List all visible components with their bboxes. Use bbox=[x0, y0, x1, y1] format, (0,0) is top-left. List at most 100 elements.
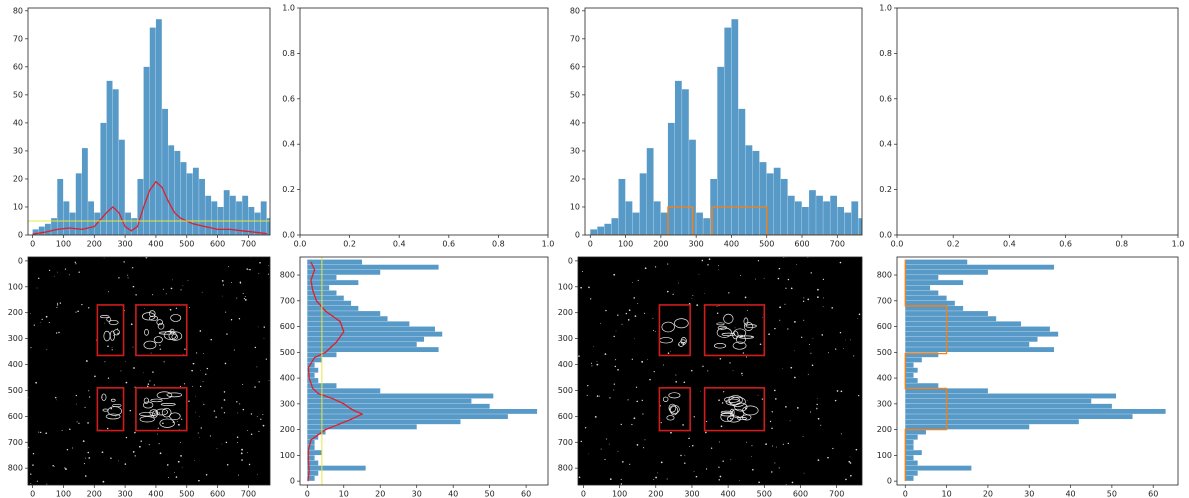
image-speck bbox=[123, 261, 125, 263]
image-speck bbox=[162, 288, 164, 290]
bar bbox=[639, 173, 647, 235]
image-speck bbox=[836, 390, 839, 392]
image-speck bbox=[620, 423, 622, 426]
y-tick-label: 50 bbox=[13, 90, 23, 99]
image-speck bbox=[641, 360, 644, 363]
bar bbox=[307, 269, 381, 275]
image-contour bbox=[738, 335, 754, 339]
image-speck bbox=[635, 386, 638, 388]
image-speck bbox=[222, 284, 225, 286]
bar bbox=[905, 398, 1092, 404]
image-speck bbox=[653, 479, 655, 480]
image-speck bbox=[242, 408, 245, 411]
bar bbox=[905, 403, 1112, 409]
image-contour bbox=[735, 334, 746, 344]
image-speck bbox=[107, 377, 110, 379]
bar bbox=[905, 347, 1055, 353]
image-speck bbox=[807, 373, 809, 375]
image-speck bbox=[54, 466, 56, 467]
subplot: 0 100 200 300 400 500 600 700 0 10 20 30 40 50 60 70 80 bbox=[13, 6, 271, 249]
image-speck bbox=[590, 298, 592, 300]
image-speck bbox=[64, 268, 67, 270]
image-speck bbox=[46, 483, 48, 485]
y-tick-label: 700 bbox=[877, 296, 892, 305]
image-speck bbox=[139, 445, 141, 448]
plot-area bbox=[590, 19, 862, 235]
image-speck bbox=[693, 471, 695, 472]
bar bbox=[660, 212, 668, 235]
image-speck bbox=[236, 436, 239, 438]
x-tick-label: 300 bbox=[117, 490, 132, 498]
image-speck bbox=[225, 441, 228, 444]
bar bbox=[44, 223, 51, 235]
image-speck bbox=[132, 451, 135, 453]
image-speck bbox=[816, 407, 818, 410]
image-speck bbox=[691, 444, 694, 447]
image-speck bbox=[242, 292, 244, 294]
bar bbox=[905, 305, 964, 311]
x-tick-label: 100 bbox=[56, 240, 71, 249]
bar bbox=[307, 311, 381, 316]
bar bbox=[625, 201, 633, 235]
image-speck bbox=[159, 348, 161, 350]
y-tick-label: 100 bbox=[8, 282, 23, 291]
x-tick-label: 0.4 bbox=[393, 240, 406, 249]
image-speck bbox=[816, 408, 818, 410]
bar bbox=[905, 419, 1079, 425]
bar bbox=[905, 424, 1030, 430]
image-speck bbox=[839, 331, 842, 334]
image-speck bbox=[125, 381, 128, 384]
image-speck bbox=[621, 323, 623, 325]
image-speck bbox=[581, 270, 584, 272]
x-tick-label: 0 bbox=[305, 490, 310, 498]
image-speck bbox=[103, 257, 105, 259]
x-tick-label: 0 bbox=[903, 490, 908, 498]
bar bbox=[307, 331, 443, 337]
image-contour bbox=[723, 313, 734, 324]
image-speck bbox=[205, 373, 207, 376]
axes-frame bbox=[896, 256, 1179, 486]
image-speck bbox=[787, 278, 790, 281]
image-speck bbox=[158, 443, 160, 445]
x-tick-label: 30 bbox=[412, 490, 422, 498]
image-contour bbox=[108, 319, 119, 326]
image-speck bbox=[175, 307, 178, 309]
image-speck bbox=[636, 443, 639, 446]
bar bbox=[155, 19, 162, 235]
image-speck bbox=[210, 338, 212, 341]
bar bbox=[174, 150, 181, 235]
image-speck bbox=[719, 441, 720, 443]
bar bbox=[703, 218, 710, 235]
y-tick-label: 30 bbox=[570, 146, 580, 155]
image-speck bbox=[239, 281, 242, 284]
image-speck bbox=[588, 453, 589, 455]
bar bbox=[905, 450, 922, 456]
image-speck bbox=[268, 265, 270, 266]
image-speck bbox=[587, 385, 589, 387]
image-speck bbox=[631, 423, 633, 426]
image-speck bbox=[596, 395, 599, 397]
image-speck bbox=[746, 309, 748, 311]
image-speck bbox=[772, 445, 774, 447]
image-speck bbox=[652, 317, 654, 319]
image-speck bbox=[682, 424, 684, 426]
bar bbox=[905, 455, 914, 461]
bar bbox=[260, 201, 267, 235]
image-speck bbox=[132, 346, 134, 348]
x-tick-label: 20 bbox=[375, 490, 385, 498]
image-speck bbox=[140, 440, 142, 442]
image-speck bbox=[258, 273, 260, 274]
image-speck bbox=[620, 478, 622, 481]
image-speck bbox=[226, 333, 228, 335]
x-tick-label: 50 bbox=[485, 490, 495, 498]
bar bbox=[307, 367, 319, 373]
image-speck bbox=[106, 427, 109, 430]
image-speck bbox=[845, 339, 847, 341]
image-speck bbox=[718, 479, 720, 481]
subplot: 0 100 200 300 400 500 600 700 0 10 20 30 40 50 60 70 80 bbox=[570, 6, 863, 249]
image-contour bbox=[109, 330, 115, 341]
x-tick-label: 10 bbox=[941, 490, 951, 498]
y-tick-label: 100 bbox=[877, 451, 892, 460]
image-speck bbox=[617, 314, 619, 316]
bar bbox=[905, 280, 964, 286]
